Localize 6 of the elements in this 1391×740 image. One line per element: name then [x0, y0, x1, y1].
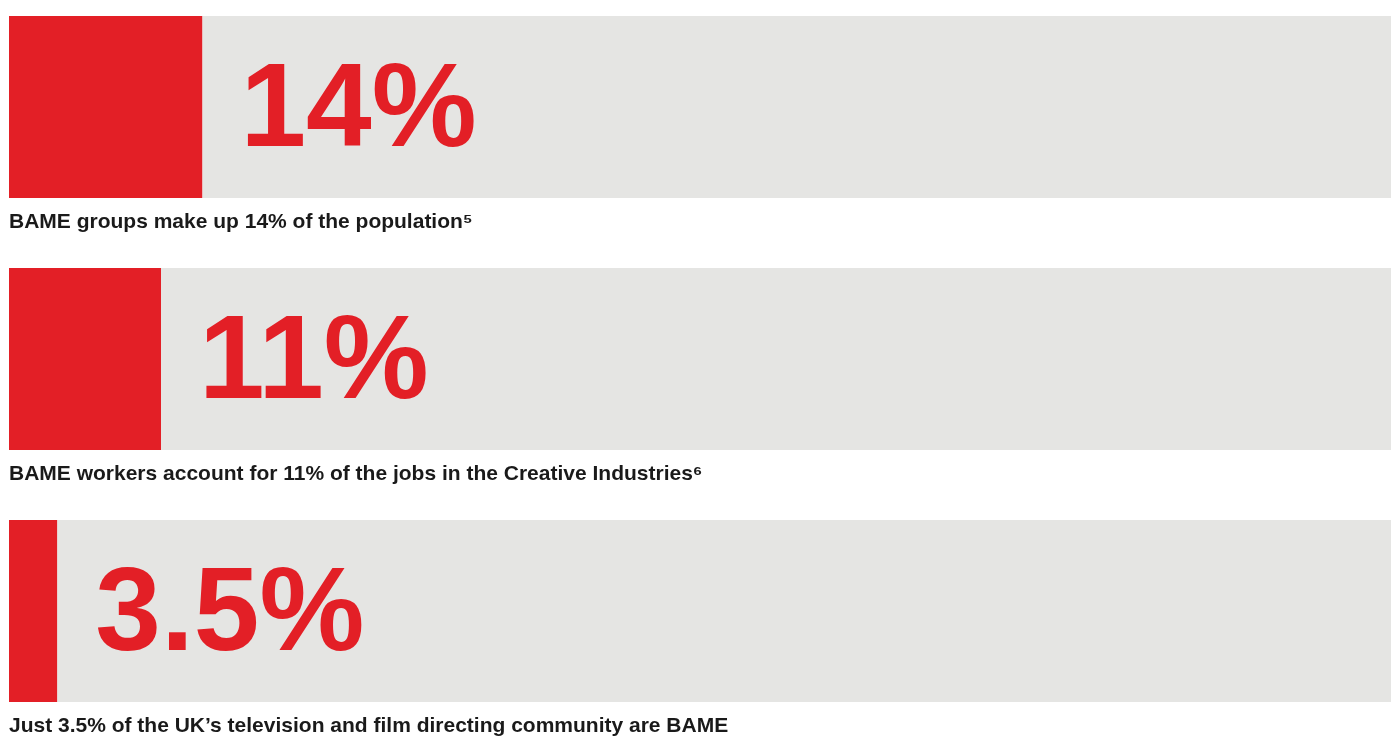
- data-label: 14%: [240, 39, 477, 171]
- data-label: 11%: [199, 291, 429, 423]
- y-tick-label: BAME workers account for 11% of the jobs in the Creative Industries⁶: [9, 461, 703, 484]
- y-tick-label: BAME groups make up 14% of the population⁵: [9, 209, 473, 232]
- data-label: 3.5%: [95, 543, 365, 675]
- y-tick-label: Just 3.5% of the UK’s television and film directing community are BAME: [9, 713, 729, 736]
